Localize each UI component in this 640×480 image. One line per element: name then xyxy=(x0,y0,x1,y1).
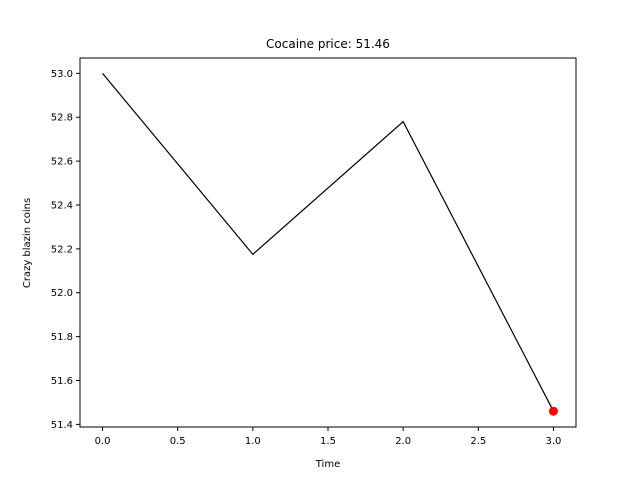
y-tick-label-7: 52.8 xyxy=(51,113,73,124)
y-tick-label-6: 52.6 xyxy=(51,157,73,168)
x-tick-label-0: 0.0 xyxy=(95,436,111,447)
y-tick-label-0: 51.4 xyxy=(51,420,73,431)
chart-title: Cocaine price: 51.46 xyxy=(266,37,390,51)
x-tick-label-5: 2.5 xyxy=(470,436,486,447)
x-axis-label: Time xyxy=(315,459,340,470)
x-tick-label-4: 2.0 xyxy=(395,436,411,447)
x-tick-label-3: 1.5 xyxy=(320,436,336,447)
y-tick-label-4: 52.2 xyxy=(51,244,73,255)
y-tick-label-5: 52.4 xyxy=(51,200,73,211)
y-tick-label-3: 52.0 xyxy=(51,288,73,299)
x-tick-label-2: 1.0 xyxy=(245,436,261,447)
highlight-point xyxy=(548,406,558,416)
x-tick-label-6: 3.0 xyxy=(546,436,562,447)
y-tick-label-1: 51.6 xyxy=(51,376,73,387)
y-tick-label-8: 53.0 xyxy=(51,69,73,80)
x-tick-label-1: 0.5 xyxy=(170,436,186,447)
series-line-0 xyxy=(102,72,554,412)
y-tick-label-2: 51.8 xyxy=(51,332,73,343)
plot-area: 0.0 0.5 1.0 1.5 2.0 2.5 3.0 51.4 51.6 51.8 52.0 52.… xyxy=(51,57,577,447)
y-axis-label: Crazy blazin coins xyxy=(22,198,33,288)
